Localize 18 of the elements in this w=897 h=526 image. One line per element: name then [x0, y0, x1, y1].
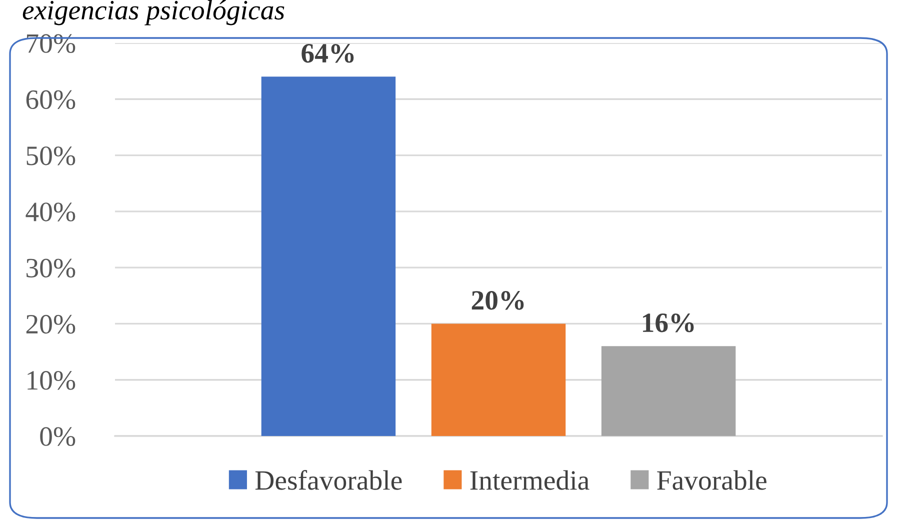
legend-label: Intermedia: [470, 470, 590, 490]
bar: [261, 76, 396, 436]
y-tick-label: 0%: [40, 427, 76, 446]
text: 64%: [302, 44, 354, 63]
y-tick-label: 10%: [28, 371, 76, 390]
y-tick-label: 70%: [27, 34, 76, 53]
y-tick-label: 60%: [26, 90, 76, 110]
y-tick-label: 20%: [26, 314, 76, 334]
chart-title: exigencias psicológicas: [22, 0, 284, 26]
bar: [431, 324, 566, 436]
y-tick-label: 40%: [26, 202, 76, 222]
legend-label: Desfavorable: [255, 470, 402, 490]
bar: [601, 346, 736, 436]
text: 20%: [472, 290, 524, 310]
y-tick-label: 30%: [26, 258, 76, 278]
y-tick-label: 50%: [26, 146, 76, 166]
legend-label: Favorable: [657, 470, 766, 490]
text: 16%: [642, 313, 694, 332]
